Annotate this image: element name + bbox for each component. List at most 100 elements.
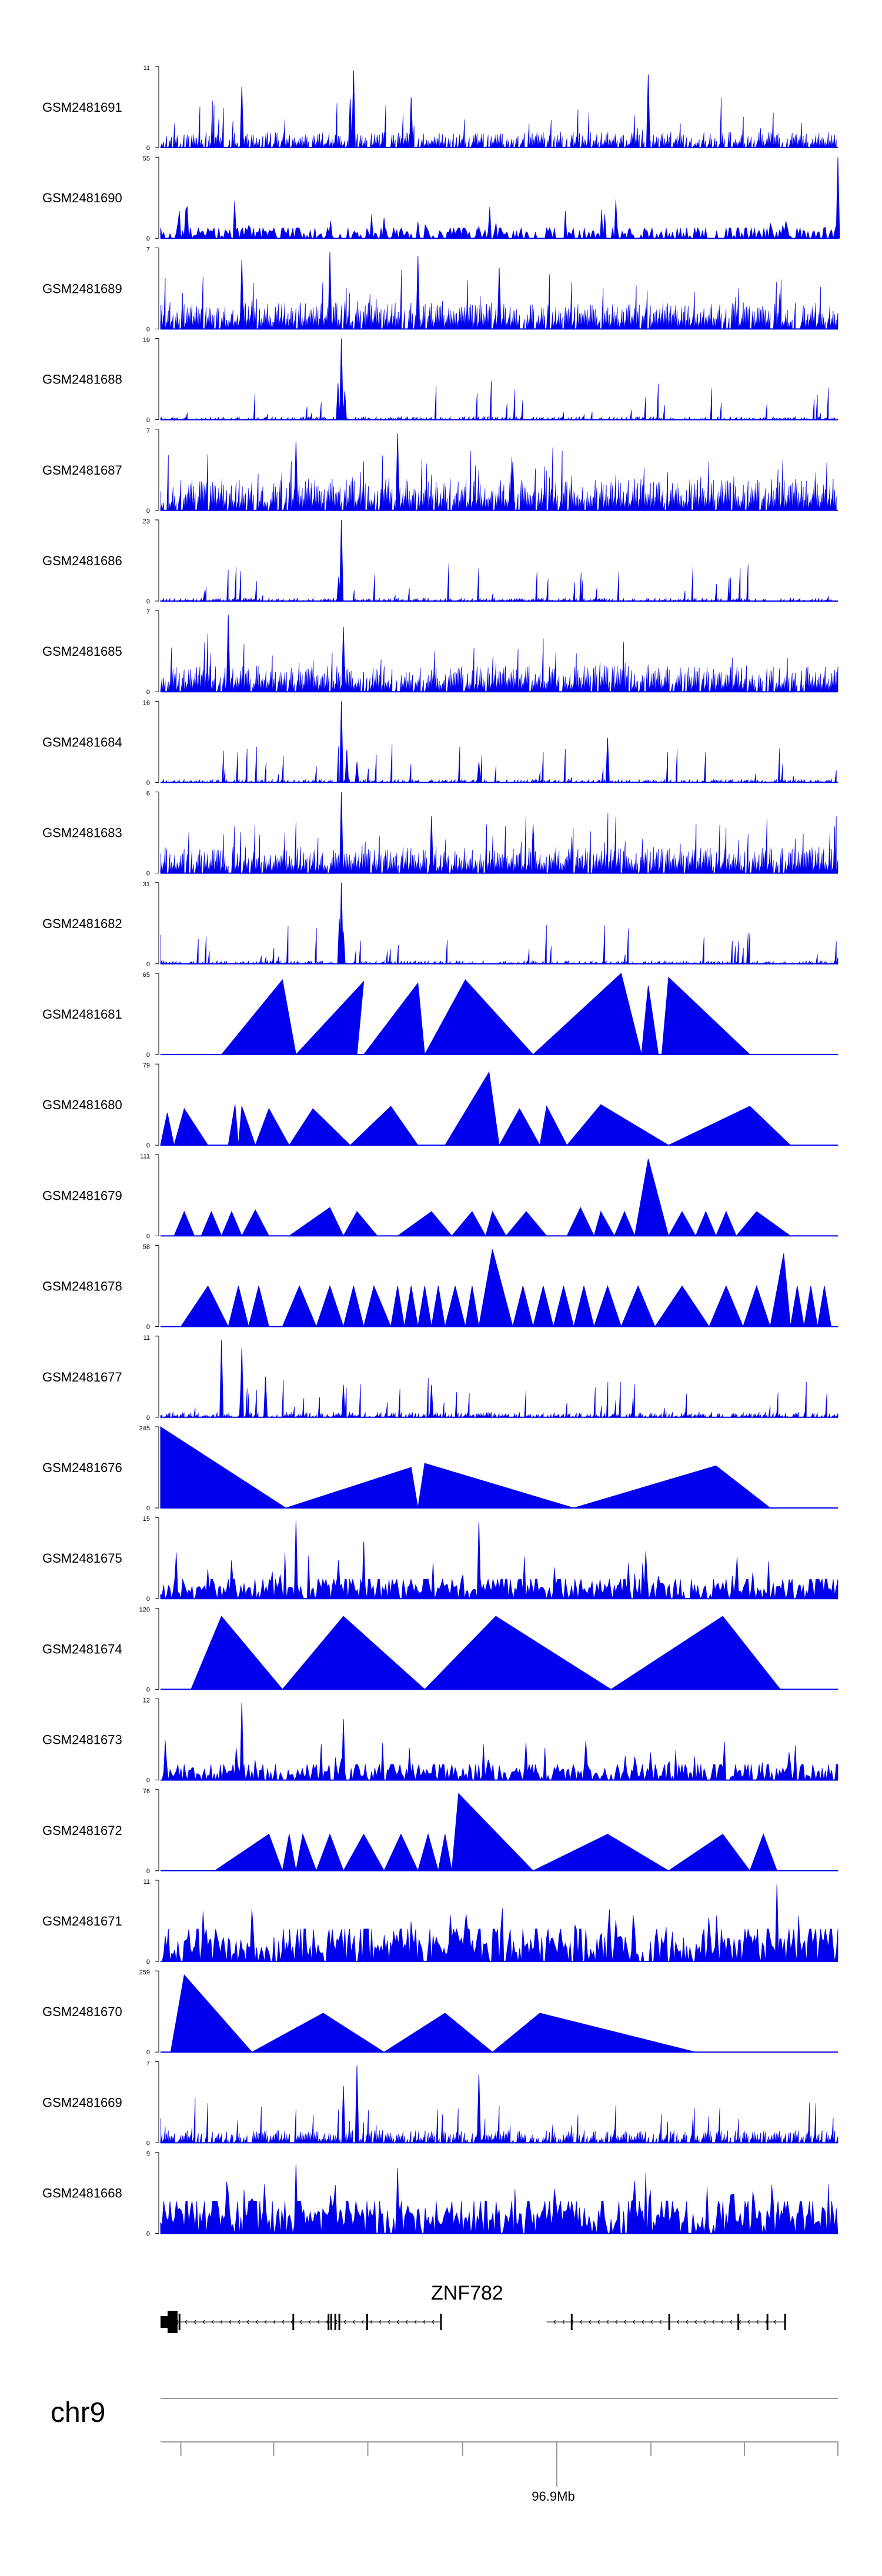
track-label: GSM2481690	[42, 191, 122, 205]
strand-arrow	[361, 2320, 364, 2324]
strand-arrow	[423, 2320, 426, 2324]
track-ymin-label: 0	[146, 870, 150, 877]
signal-peak	[743, 1285, 771, 1327]
track-ymax-label: 245	[139, 1425, 150, 1432]
track-label: GSM2481675	[42, 1551, 122, 1566]
signal-peak	[351, 70, 356, 148]
track-ymax-label: 12	[143, 1697, 150, 1704]
strand-arrow	[650, 2320, 653, 2324]
signal-coverage	[160, 1377, 838, 1419]
signal-peak	[288, 1207, 344, 1236]
signal-peak	[424, 1616, 612, 1690]
strand-arrow	[273, 2320, 276, 2324]
track-ymin-label: 0	[146, 2049, 150, 2056]
major-tick-label: 96.9Mb	[532, 2489, 574, 2504]
track-ymin-label: 0	[146, 598, 150, 605]
track-ymax-label: 79	[143, 1062, 150, 1069]
gene-exon	[766, 2314, 769, 2330]
strand-arrow	[623, 2320, 626, 2324]
signal-peak	[239, 260, 244, 329]
strand-arrow	[317, 2320, 320, 2324]
signal-peak	[263, 1376, 268, 1418]
signal-coverage	[161, 1740, 838, 1781]
strand-arrow	[202, 2320, 205, 2324]
signal-coverage	[160, 97, 838, 148]
track-label: GSM2481678	[42, 1279, 122, 1294]
signal-peak	[226, 615, 230, 692]
signal-peak	[383, 2013, 493, 2053]
track-label: GSM2481670	[42, 2004, 122, 2019]
track-ymin-label: 0	[146, 779, 150, 786]
strand-arrow	[343, 2320, 346, 2324]
track-ymin-label: 0	[146, 326, 150, 333]
signal-peak	[409, 97, 413, 148]
track-GSM2481681: GSM2481681 65 0	[42, 972, 838, 1059]
signal-peak	[566, 1206, 595, 1236]
strand-arrow	[694, 2320, 697, 2324]
signal-peak	[668, 1106, 791, 1146]
strand-arrow	[264, 2320, 267, 2324]
signal-peak	[201, 1210, 222, 1236]
strand-arrow	[290, 2320, 293, 2324]
signal-peak	[465, 1286, 480, 1327]
gene-exon	[668, 2314, 670, 2330]
track-ymax-label: 58	[143, 1244, 150, 1251]
signal-peak	[566, 1104, 670, 1146]
signal-coverage	[161, 744, 838, 783]
track-ymin-label: 0	[146, 1052, 150, 1059]
strand-arrow	[579, 2320, 582, 2324]
signal-peak	[429, 816, 434, 874]
track-label: GSM2481688	[42, 372, 122, 387]
signal-peak	[573, 1465, 771, 1509]
track-GSM2481669: GSM2481669 7 0	[42, 2060, 838, 2147]
strand-arrow	[659, 2320, 662, 2324]
signal-peak	[345, 750, 349, 783]
signal-peak	[429, 1384, 434, 1418]
strand-arrow	[299, 2320, 302, 2324]
gene-exon	[737, 2314, 740, 2330]
track-ymin-label: 0	[146, 1233, 150, 1240]
signal-coverage	[160, 381, 838, 421]
track-GSM2481678: GSM2481678 58 0	[42, 1244, 838, 1331]
signal-peak	[252, 2013, 385, 2053]
strand-arrow	[641, 2320, 644, 2324]
gene-name-label: ZNF782	[431, 2282, 503, 2304]
signal-peak	[497, 268, 502, 329]
strand-arrow	[432, 2320, 435, 2324]
strand-arrow	[614, 2320, 617, 2324]
signal-peak	[343, 1211, 378, 1236]
track-GSM2481673: GSM2481673 12 0	[42, 1697, 838, 1784]
signal-peak	[634, 1159, 669, 1236]
track-GSM2481688: GSM2481688 19 0	[42, 337, 838, 424]
signal-peak	[499, 1108, 540, 1146]
track-label: GSM2481674	[42, 1641, 122, 1656]
track-ymin-label: 0	[146, 961, 150, 968]
track-label: GSM2481669	[42, 2095, 122, 2110]
signal-peak	[293, 1521, 298, 1599]
signal-peak	[790, 1286, 804, 1327]
signal-peak	[770, 1253, 791, 1327]
signal-peak	[191, 1616, 283, 1690]
track-ymax-label: 55	[143, 155, 150, 162]
track-ymin-label: 0	[146, 689, 150, 696]
signal-peak	[160, 1112, 175, 1146]
track-label: GSM2481686	[42, 553, 122, 568]
track-label: GSM2481672	[42, 1823, 122, 1838]
track-ymax-label: 259	[139, 1969, 150, 1976]
signal-peak	[620, 1285, 656, 1327]
strand-arrow	[193, 2320, 196, 2324]
signal-peak	[293, 441, 298, 511]
signal-peak	[553, 1286, 574, 1327]
track-ymax-label: 15	[143, 1516, 150, 1523]
track-ymax-label: 120	[139, 1606, 150, 1613]
strand-arrow	[238, 2320, 240, 2324]
strand-arrow	[352, 2320, 355, 2324]
track-GSM2481672: GSM2481672 76 0	[42, 1788, 838, 1875]
signal-peak	[248, 1286, 269, 1327]
track-label: GSM2481683	[42, 826, 122, 840]
strand-arrow	[370, 2320, 373, 2324]
track-GSM2481684: GSM2481684 16 0	[42, 699, 838, 786]
track-GSM2481671: GSM2481671 11 0	[42, 1878, 838, 1966]
signal-peak	[363, 1285, 392, 1327]
